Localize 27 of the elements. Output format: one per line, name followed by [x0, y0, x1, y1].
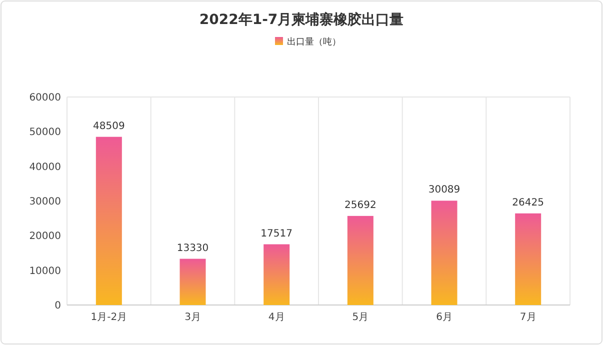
x-tick-label: 4月	[268, 312, 285, 323]
x-tick-label: 6月	[436, 312, 452, 323]
x-tick-label: 3月	[184, 312, 201, 323]
data-label: 26425	[512, 197, 544, 208]
bar	[180, 258, 206, 305]
y-tick-label: 10000	[29, 266, 61, 277]
x-tick-label: 7月	[520, 312, 536, 323]
bar	[347, 216, 374, 305]
y-tick-label: 0	[54, 300, 61, 312]
bar	[515, 213, 542, 305]
chart-title: 2022年1-7月柬埔寨橡胶出口量	[199, 11, 404, 28]
bar	[96, 136, 122, 305]
data-label: 13330	[176, 242, 209, 254]
data-label: 48509	[93, 120, 125, 132]
bar	[431, 200, 458, 305]
y-tick-label: 40000	[29, 162, 61, 173]
y-tick-label: 20000	[29, 231, 61, 242]
x-tick-label: 5月	[352, 312, 369, 323]
x-tick-label: 1月-2月	[90, 312, 128, 323]
y-tick-label: 50000	[29, 127, 61, 138]
data-label: 17517	[260, 228, 292, 240]
data-label: 30089	[428, 184, 460, 196]
y-tick-label: 60000	[29, 92, 61, 104]
data-label: 25692	[344, 200, 376, 211]
legend-label: 出口量（吨）	[287, 36, 341, 48]
y-tick-label: 30000	[29, 196, 61, 208]
bar	[264, 244, 290, 305]
